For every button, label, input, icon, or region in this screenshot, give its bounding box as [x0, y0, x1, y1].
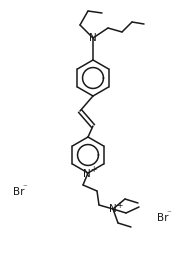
Text: N: N	[89, 33, 97, 43]
Text: +: +	[116, 200, 122, 209]
Text: ⁻: ⁻	[167, 209, 171, 218]
Text: N: N	[109, 204, 117, 214]
Text: Br: Br	[13, 187, 24, 197]
Text: N: N	[83, 169, 91, 179]
Text: +: +	[90, 165, 96, 175]
Text: ⁻: ⁻	[23, 184, 27, 193]
Text: Br: Br	[157, 213, 168, 223]
